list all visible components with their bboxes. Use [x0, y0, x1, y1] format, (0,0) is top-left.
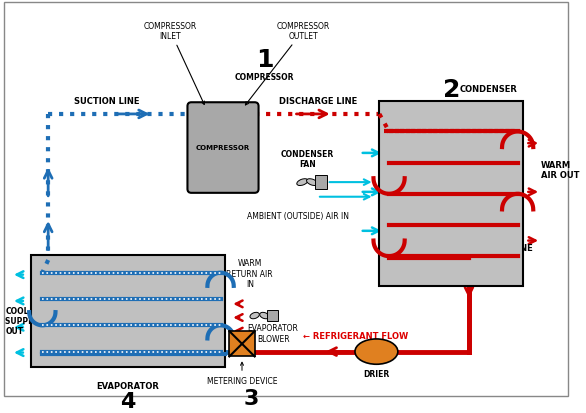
Text: LIQUID LINE: LIQUID LINE: [477, 243, 533, 252]
Text: METERING DEVICE: METERING DEVICE: [207, 362, 277, 385]
Text: COMPRESSOR
OUTLET: COMPRESSOR OUTLET: [246, 21, 330, 106]
Ellipse shape: [260, 313, 269, 319]
Text: COMPRESSOR
INLET: COMPRESSOR INLET: [144, 21, 205, 105]
Text: 4: 4: [120, 391, 136, 411]
Text: DISCHARGE LINE: DISCHARGE LINE: [279, 97, 357, 106]
Bar: [30, 256, 226, 367]
Text: WARM
RETURN AIR
IN: WARM RETURN AIR IN: [226, 259, 273, 289]
Ellipse shape: [355, 339, 398, 364]
Text: 3: 3: [244, 388, 260, 408]
Text: DRIER: DRIER: [363, 369, 390, 378]
Text: COMPRESSOR: COMPRESSOR: [195, 145, 250, 151]
Bar: [267, 310, 278, 322]
Text: CONDENSER
FAN: CONDENSER FAN: [281, 150, 334, 169]
Text: 2: 2: [442, 77, 460, 101]
Text: EVAPORATOR
BLOWER: EVAPORATOR BLOWER: [248, 323, 299, 343]
FancyBboxPatch shape: [188, 103, 258, 193]
Text: CONDENSER: CONDENSER: [459, 85, 517, 94]
Text: COOL
SUPPLY AIR
OUT: COOL SUPPLY AIR OUT: [5, 306, 55, 335]
Ellipse shape: [306, 179, 318, 186]
Bar: [315, 176, 327, 190]
Bar: [229, 331, 255, 356]
Text: COMPRESSOR: COMPRESSOR: [234, 73, 294, 82]
Text: AMBIENT (OUTSIDE) AIR IN: AMBIENT (OUTSIDE) AIR IN: [247, 211, 349, 220]
Ellipse shape: [250, 313, 260, 319]
Ellipse shape: [297, 179, 308, 186]
Text: ← REFRIGERANT FLOW: ← REFRIGERANT FLOW: [304, 331, 408, 340]
Text: 1: 1: [255, 48, 273, 72]
Bar: [379, 102, 523, 287]
Text: SUCTION LINE: SUCTION LINE: [74, 97, 139, 106]
Text: WARM
AIR OUT: WARM AIR OUT: [541, 160, 580, 180]
Text: EVAPORATOR: EVAPORATOR: [97, 381, 159, 390]
